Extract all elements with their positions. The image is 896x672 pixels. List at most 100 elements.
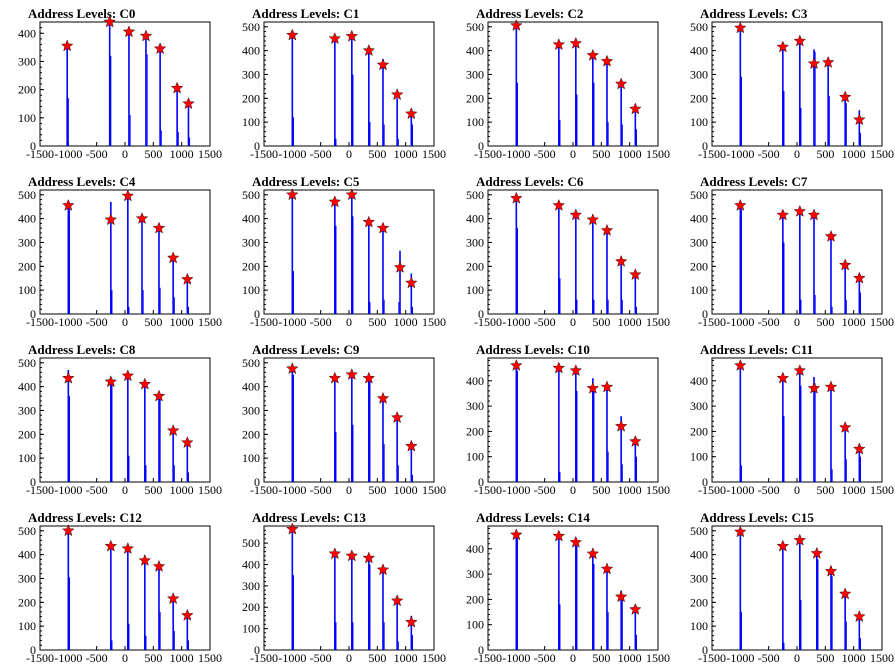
peak-marker [345,549,359,562]
y-tick-label: 200 [242,259,260,273]
x-tick-label: -1000 [502,651,530,665]
peak-marker [600,223,614,236]
x-tick-label: -500 [310,315,332,329]
y-tick-label: 200 [18,259,36,273]
x-tick-label: 1000 [618,147,642,161]
y-tick-label: 300 [18,571,36,585]
peak-marker [629,102,642,115]
y-tick-label: 300 [242,67,260,81]
peak-marker [405,107,418,120]
x-tick-label: 1000 [842,651,866,665]
x-tick-label: -500 [86,651,108,665]
y-tick-label: 500 [18,524,36,538]
peak-marker [345,188,359,201]
peak-marker [328,547,342,560]
peak-marker [286,28,299,41]
peak-marker [600,54,614,67]
y-tick-label: 400 [690,44,708,58]
y-tick-label: 0 [478,643,484,657]
y-tick-label: 400 [18,380,36,394]
x-tick-label: 0 [122,483,128,497]
x-tick-label: 0 [794,315,800,329]
y-tick-label: 300 [242,579,260,593]
x-tick-label: 1500 [422,147,446,161]
peak-marker [181,608,194,621]
peak-marker [821,55,835,68]
x-tick-label: -500 [758,483,780,497]
peak-marker [362,551,376,564]
x-tick-label: -1000 [502,315,530,329]
y-tick-label: 100 [242,115,260,129]
peak-marker [121,369,135,382]
y-tick-label: 100 [242,283,260,297]
x-tick-label: 500 [368,483,386,497]
peak-marker [793,204,807,217]
x-tick-label: -1500 [698,147,726,161]
y-tick-label: 100 [690,450,708,464]
peak-marker [376,563,390,576]
peak-marker [510,528,523,541]
y-tick-label: 400 [242,212,260,226]
peak-marker [586,381,600,394]
y-tick-label: 500 [690,188,708,202]
chart-svg: 0 100 200 300 400 500 -1500 -1000 -500 0 500 1000 15… [242,188,446,329]
plot-frame [263,189,435,315]
x-tick-label: 1500 [646,651,670,665]
peak-marker [62,371,75,384]
x-tick-label: -1500 [250,147,278,161]
peak-marker [405,439,418,452]
peak-marker [510,19,523,31]
peak-marker [793,533,807,546]
peak-marker [121,189,135,202]
plot-frame [487,189,659,315]
y-tick-label: 200 [18,83,36,97]
y-tick-label: 0 [30,139,36,153]
x-tick-label: 1000 [394,315,418,329]
x-tick-label: -500 [86,315,108,329]
peak-marker [376,221,390,234]
x-tick-label: 1500 [422,315,446,329]
y-tick-label: 200 [242,600,260,614]
x-tick-label: -1000 [278,483,306,497]
plot-frame [263,525,435,651]
y-tick-label: 100 [466,450,484,464]
peak-marker [328,32,342,44]
peak-marker [138,377,152,390]
y-tick-label: 100 [466,283,484,297]
peak-marker [104,213,118,226]
chart-title: Address Levels: C11 [700,342,814,357]
peak-marker [824,229,838,242]
peak-marker [853,610,866,622]
peak-marker [853,442,866,455]
chart-svg: 0 100 200 300 400 500 -1500 -1000 -500 0 500 1000 15… [690,524,894,665]
plot-frame [39,21,211,147]
y-tick-label: 200 [466,259,484,273]
y-tick-label: 300 [466,399,484,413]
y-tick-label: 100 [242,622,260,636]
y-tick-label: 500 [466,20,484,34]
peak-marker [734,359,747,371]
peak-marker [510,191,523,204]
chart-panel-2: Address Levels: C2 0 100 200 300 400 500 -1500-… [448,0,672,168]
x-tick-label: -1500 [26,483,54,497]
y-tick-label: 400 [690,374,708,388]
x-tick-label: -500 [534,483,556,497]
y-tick-label: 500 [466,188,484,202]
y-tick-label: 0 [254,643,260,657]
peak-marker [586,48,600,61]
x-tick-label: -500 [310,483,332,497]
y-tick-label: 200 [690,259,708,273]
peak-marker [629,434,642,447]
y-tick-label: 0 [702,139,708,153]
peak-marker [104,375,118,388]
peak-marker [362,371,376,384]
peak-marker [376,391,390,404]
chart-panel-12: Address Levels: C12 0 100 200 300 400 500 -1500… [0,504,224,672]
x-tick-label: -500 [534,147,556,161]
x-tick-label: 0 [122,147,128,161]
x-tick-label: -1000 [502,147,530,161]
y-tick-label: 100 [466,618,484,632]
x-tick-label: 0 [570,315,576,329]
y-tick-label: 300 [18,403,36,417]
x-tick-label: -500 [86,483,108,497]
